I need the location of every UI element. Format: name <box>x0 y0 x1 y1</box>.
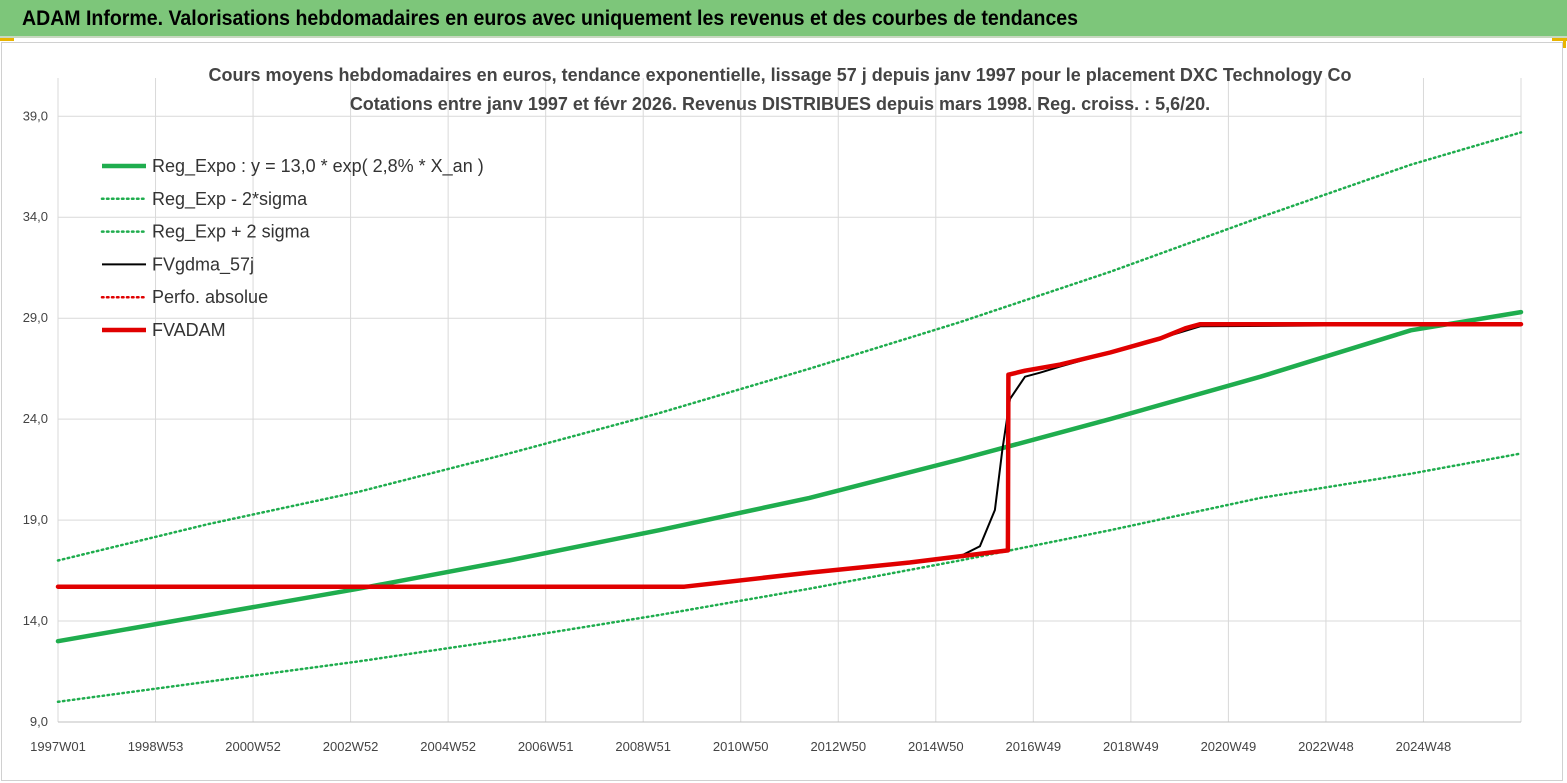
x-tick-label: 2018W49 <box>1103 739 1159 754</box>
y-tick-label: 24,0 <box>23 411 48 426</box>
y-tick-label: 34,0 <box>23 209 48 224</box>
series-line-reg-exp-2-sigma <box>56 131 1523 562</box>
legend-label: Reg_Exp - 2*sigma <box>152 189 308 210</box>
legend-label: Reg_Exp + 2 sigma <box>152 222 311 243</box>
x-tick-label: 2006W51 <box>518 739 574 754</box>
series-line-reg-expo-y-13-0-exp- <box>55 309 1524 644</box>
x-tick-label: 2020W49 <box>1201 739 1257 754</box>
x-tick-label: 2002W52 <box>323 739 379 754</box>
legend-label: Perfo. absolue <box>152 287 268 307</box>
y-tick-label: 29,0 <box>23 310 48 325</box>
x-tick-label: 2024W48 <box>1396 739 1452 754</box>
grid <box>57 78 1522 723</box>
y-tick-label: 19,0 <box>23 512 48 527</box>
chart-title-line-2: Cotations entre janv 1997 et févr 2026. … <box>350 94 1210 114</box>
report-header: ADAM Informe. Valorisations hebdomadaire… <box>0 0 1567 38</box>
x-tick-label: 2012W50 <box>810 739 866 754</box>
series-line-fvadam <box>55 321 1524 589</box>
legend: Reg_Expo : y = 13,0 * exp( 2,8% * X_an )… <box>100 156 484 340</box>
corner-mark-top-left <box>0 38 14 41</box>
x-tick-label: 2016W49 <box>1006 739 1062 754</box>
x-tick-label: 2014W50 <box>908 739 964 754</box>
report-title: ADAM Informe. Valorisations hebdomadaire… <box>22 7 1079 30</box>
legend-label: FVgdma_57j <box>152 254 254 275</box>
legend-label: Reg_Expo : y = 13,0 * exp( 2,8% * X_an ) <box>152 156 484 177</box>
series-line-reg-exp-2-sigma <box>56 452 1523 704</box>
x-tick-label: 2000W52 <box>225 739 281 754</box>
x-tick-label: 2022W48 <box>1298 739 1354 754</box>
legend-label: FVADAM <box>152 320 226 340</box>
y-axis-ticks: 9,0 14,0 19,0 24,0 29,0 34,0 39,0 <box>23 108 48 729</box>
chart-frame <box>1 42 1563 781</box>
x-axis-ticks: 1997W01 1998W53 2000W52 2002W52 2004W52 2006W… <box>30 739 1451 754</box>
x-tick-label: 2008W51 <box>615 739 671 754</box>
corner-mark-top-right-h <box>1552 38 1567 41</box>
y-tick-label: 9,0 <box>30 714 48 729</box>
chart-title-line-1: Cours moyens hebdomadaires en euros, ten… <box>209 65 1352 85</box>
x-tick-label: 2010W50 <box>713 739 769 754</box>
y-tick-label: 14,0 <box>23 613 48 628</box>
x-tick-label: 2004W52 <box>420 739 476 754</box>
corner-mark-top-right-v <box>1563 38 1566 48</box>
x-tick-label: 1998W53 <box>128 739 184 754</box>
y-tick-label: 39,0 <box>23 108 48 123</box>
x-tick-label: 1997W01 <box>30 739 86 754</box>
series-group <box>55 131 1524 704</box>
